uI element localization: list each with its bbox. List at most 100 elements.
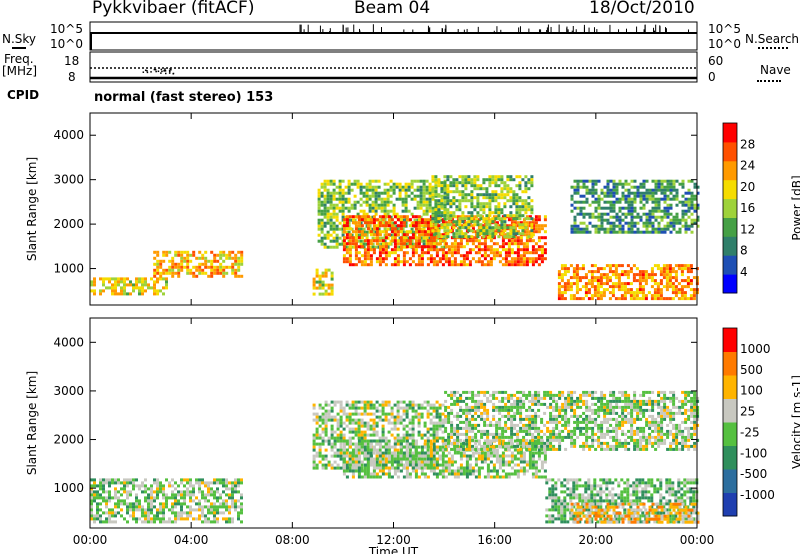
data-cell: [99, 502, 102, 506]
data-cell: [324, 415, 328, 419]
data-cell: [153, 499, 156, 503]
data-cell: [204, 481, 207, 485]
data-cell: [515, 184, 519, 188]
data-cell: [144, 283, 147, 287]
data-cell: [171, 490, 174, 494]
data-cell: [342, 227, 346, 231]
data-cell: [456, 396, 460, 400]
data-cell: [429, 445, 433, 449]
data-cell: [566, 279, 570, 283]
data-cell: [117, 505, 120, 509]
data-cell: [372, 475, 376, 479]
data-cell: [473, 178, 477, 182]
data-cell: [642, 203, 646, 207]
data-cell: [386, 200, 390, 204]
data-cell: [177, 262, 181, 266]
data-cell: [317, 209, 321, 213]
data-cell: [380, 200, 384, 204]
data-cell: [381, 439, 385, 443]
data-cell: [617, 276, 621, 280]
data-cell: [440, 226, 444, 230]
data-cell: [132, 517, 135, 521]
data-cell: [419, 185, 423, 189]
data-cell: [96, 502, 99, 506]
data-cell: [522, 263, 526, 267]
data-cell: [594, 209, 598, 213]
data-cell: [621, 224, 625, 228]
data-cell: [654, 230, 658, 234]
data-cell: [189, 268, 193, 272]
data-cell: [351, 472, 355, 476]
data-cell: [402, 475, 406, 479]
data-cell: [429, 406, 433, 410]
data-cell: [222, 268, 226, 272]
data-cell: [387, 454, 391, 458]
data-cell: [476, 184, 480, 188]
data-cell: [380, 203, 384, 207]
data-cell: [452, 211, 456, 215]
data-cell: [159, 520, 162, 524]
data-cell: [326, 245, 330, 249]
data-cell: [620, 288, 624, 292]
data-cell: [540, 260, 544, 264]
data-cell: [165, 271, 169, 275]
data-cell: [381, 445, 385, 449]
data-cell: [534, 451, 538, 455]
data-cell: [608, 276, 612, 280]
data-cell: [414, 442, 418, 446]
data-cell: [624, 194, 628, 198]
data-cell: [384, 263, 388, 267]
data-cell: [338, 206, 342, 210]
data-cell: [369, 445, 373, 449]
data-cell: [605, 279, 609, 283]
data-cell: [615, 212, 619, 216]
data-cell: [681, 179, 685, 183]
data-cell: [605, 273, 609, 277]
data-cell: [342, 445, 346, 449]
data-cell: [642, 191, 646, 195]
data-cell: [488, 214, 492, 218]
data-cell: [228, 496, 231, 500]
data-cell: [360, 263, 364, 267]
data-cell: [483, 263, 487, 267]
data-cell: [428, 206, 432, 210]
data-cell: [231, 517, 234, 521]
freq-dot: [168, 69, 171, 72]
data-cell: [465, 454, 469, 458]
data-cell: [476, 205, 480, 209]
data-cell: [659, 282, 663, 286]
data-cell: [432, 433, 436, 437]
data-cell: [177, 490, 180, 494]
data-cell: [483, 245, 487, 249]
data-cell: [674, 273, 678, 277]
data-cell: [111, 520, 114, 524]
data-cell: [348, 406, 352, 410]
data-cell: [669, 224, 673, 228]
data-cell: [479, 214, 483, 218]
data-cell: [381, 239, 385, 243]
data-cell: [507, 224, 511, 228]
data-cell: [426, 427, 430, 431]
data-cell: [531, 460, 535, 464]
data-cell: [447, 441, 451, 445]
data-cell: [456, 414, 460, 418]
data-cell: [497, 193, 501, 197]
data-cell: [312, 439, 316, 443]
data-cell: [120, 292, 123, 296]
data-cell: [588, 179, 592, 183]
data-cell: [419, 191, 423, 195]
data-cell: [653, 288, 657, 292]
data-cell: [320, 230, 324, 234]
data-cell: [225, 256, 229, 260]
data-cell: [588, 212, 592, 216]
data-cell: [594, 224, 598, 228]
data-cell: [117, 502, 120, 506]
data-cell: [447, 257, 451, 261]
data-cell: [428, 209, 432, 213]
data-cell: [419, 227, 423, 231]
data-cell: [324, 283, 328, 287]
data-cell: [156, 487, 159, 491]
data-cell: [345, 260, 349, 264]
data-cell: [225, 478, 228, 482]
data-cell: [351, 463, 355, 467]
